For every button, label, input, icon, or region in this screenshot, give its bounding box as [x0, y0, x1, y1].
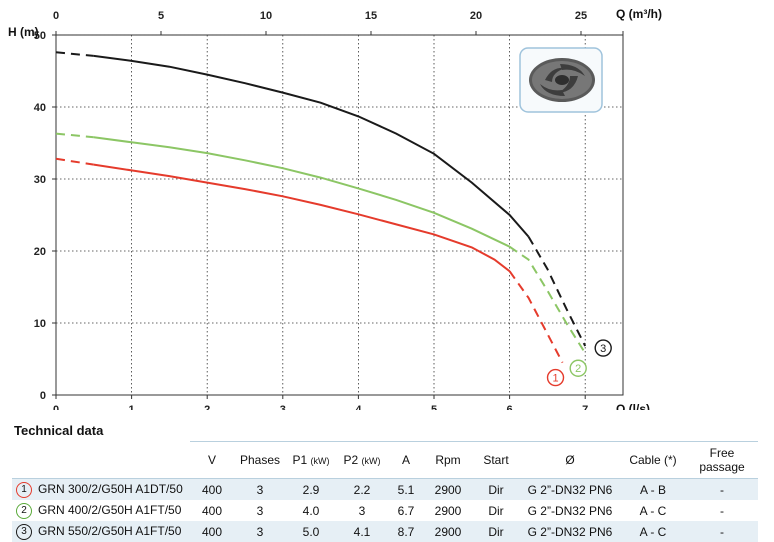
- technical-data-table: V Phases P1 (kW) P2 (kW) A Rpm Start Ø C…: [12, 441, 758, 542]
- cell-rpm: 2900: [434, 503, 462, 518]
- x-tick-label: 5: [431, 404, 437, 410]
- x-tick-label: 1: [129, 404, 135, 410]
- model-header: [12, 441, 190, 479]
- cell-free-passage: -: [686, 478, 758, 500]
- cell-diameter: G 2”-DN32 PN6: [520, 478, 620, 500]
- cell-cable: A - B: [620, 478, 686, 500]
- curve-2-dashed-end: [509, 245, 587, 354]
- table-header-row: V Phases P1 (kW) P2 (kW) A Rpm Start Ø C…: [12, 441, 758, 479]
- table-row: 1 GRN 300/2/G50H A1DT/50 400 3 2.9 2.2 5.…: [12, 478, 758, 500]
- x-tick-label: 7: [582, 404, 588, 410]
- x-tick-label: 4: [355, 404, 362, 410]
- cell-diameter: G 2”-DN32 PN6: [520, 521, 620, 542]
- y-tick-label: 30: [34, 174, 46, 186]
- curve-1-line: [93, 163, 511, 272]
- cell-a: 8.7: [388, 521, 424, 542]
- curve-3-line: [93, 54, 530, 238]
- x2-tick-label: 20: [470, 10, 482, 22]
- x2-tick-label: 10: [260, 10, 272, 22]
- cell-free-passage: -: [686, 521, 758, 542]
- header-start: Start: [472, 441, 520, 479]
- header-p1: P1 (kW): [286, 441, 336, 479]
- x-tick-label: 2: [204, 404, 210, 410]
- cell-p2: 2.2: [336, 478, 388, 500]
- curve-1-dashed-end: [508, 270, 564, 364]
- x2-tick-label: 25: [575, 10, 587, 22]
- curve-3-dashed-end: [527, 236, 587, 347]
- cell-rpm: 2900: [424, 478, 472, 500]
- x-tick-label: 3: [280, 404, 286, 410]
- impeller-image: [519, 47, 603, 113]
- curve-1-marker-label: 1: [552, 373, 558, 385]
- cell-start: Dir: [488, 503, 504, 518]
- cell-phases: 3: [234, 478, 286, 500]
- cell-v: 400: [190, 478, 234, 500]
- curve-2-line: [93, 136, 511, 248]
- cell-phases: 3: [234, 521, 286, 542]
- x-axis-title: Q (l/s): [616, 402, 650, 410]
- curve-number-badge: 2: [16, 502, 32, 519]
- plot-frame: [55, 34, 624, 396]
- y-tick-label: 20: [34, 246, 46, 258]
- header-phases: Phases: [234, 441, 286, 479]
- y-tick-label: 10: [34, 318, 46, 330]
- x-tick-label: 6: [507, 404, 513, 410]
- cell-p2: 4.1: [336, 521, 388, 542]
- curve-3-marker: [594, 339, 612, 357]
- y-tick-label: 50: [34, 30, 46, 42]
- curve-number-badge: 1: [16, 481, 32, 498]
- header-p2: P2 (kW): [336, 441, 388, 479]
- cell-free-passage: -: [720, 503, 724, 518]
- curve-2-dashed-start: [55, 132, 94, 139]
- technical-data-title: Technical data: [14, 423, 104, 438]
- cell-cable: A - C: [620, 521, 686, 542]
- cell-diameter: G 2”-DN32 PN6: [527, 503, 613, 518]
- cell-p1: 4.0: [302, 503, 320, 518]
- cell-start: Dir: [472, 478, 520, 500]
- table-row: 2 GRN 400/2/G50H A1FT/50 400 3 4.0 3 6.7 …: [12, 500, 758, 521]
- model-cell: 3 GRN 550/2/G50H A1FT/50: [12, 521, 190, 542]
- cell-v: 400: [201, 503, 223, 518]
- x2-axis-title: Q (m³/h): [616, 7, 662, 21]
- cell-v: 400: [190, 521, 234, 542]
- y-tick-label: 0: [40, 390, 46, 402]
- curve-number-badge: 3: [16, 523, 32, 540]
- header-cable: Cable (*): [620, 441, 686, 479]
- curve-1-dashed-start: [55, 157, 94, 166]
- cell-a: 5.1: [388, 478, 424, 500]
- curve-3-dashed-start: [55, 51, 94, 57]
- header-a: A: [388, 441, 424, 479]
- cell-a: 6.7: [397, 503, 415, 518]
- model-cell: 2 GRN 400/2/G50H A1FT/50: [12, 500, 190, 521]
- cell-start: Dir: [472, 521, 520, 542]
- model-cell: 1 GRN 300/2/G50H A1DT/50: [12, 478, 190, 500]
- x2-tick-label: 15: [365, 10, 377, 22]
- curve-2-marker-label: 2: [575, 363, 581, 375]
- header-diameter: Ø: [520, 441, 620, 479]
- x-tick-label: 0: [53, 404, 59, 410]
- header-v: V: [190, 441, 234, 479]
- cell-rpm: 2900: [424, 521, 472, 542]
- x2-tick-label: 5: [158, 10, 164, 22]
- curve-1-marker: [546, 368, 565, 387]
- y-tick-label: 40: [34, 102, 46, 114]
- cell-p2: 3: [358, 503, 366, 518]
- header-free-passage: Free passage: [686, 441, 758, 479]
- header-rpm: Rpm: [424, 441, 472, 479]
- cell-p1: 5.0: [286, 521, 336, 542]
- cell-phases: 3: [256, 503, 264, 518]
- x2-tick-label: 0: [53, 10, 59, 22]
- curve-2-marker: [569, 359, 587, 377]
- cell-p1: 2.9: [286, 478, 336, 500]
- cell-cable: A - C: [639, 503, 667, 518]
- y-axis-title: H (m): [8, 25, 39, 39]
- table-row: 3 GRN 550/2/G50H A1FT/50 400 3 5.0 4.1 8.…: [12, 521, 758, 542]
- curve-3-marker-label: 3: [600, 343, 606, 355]
